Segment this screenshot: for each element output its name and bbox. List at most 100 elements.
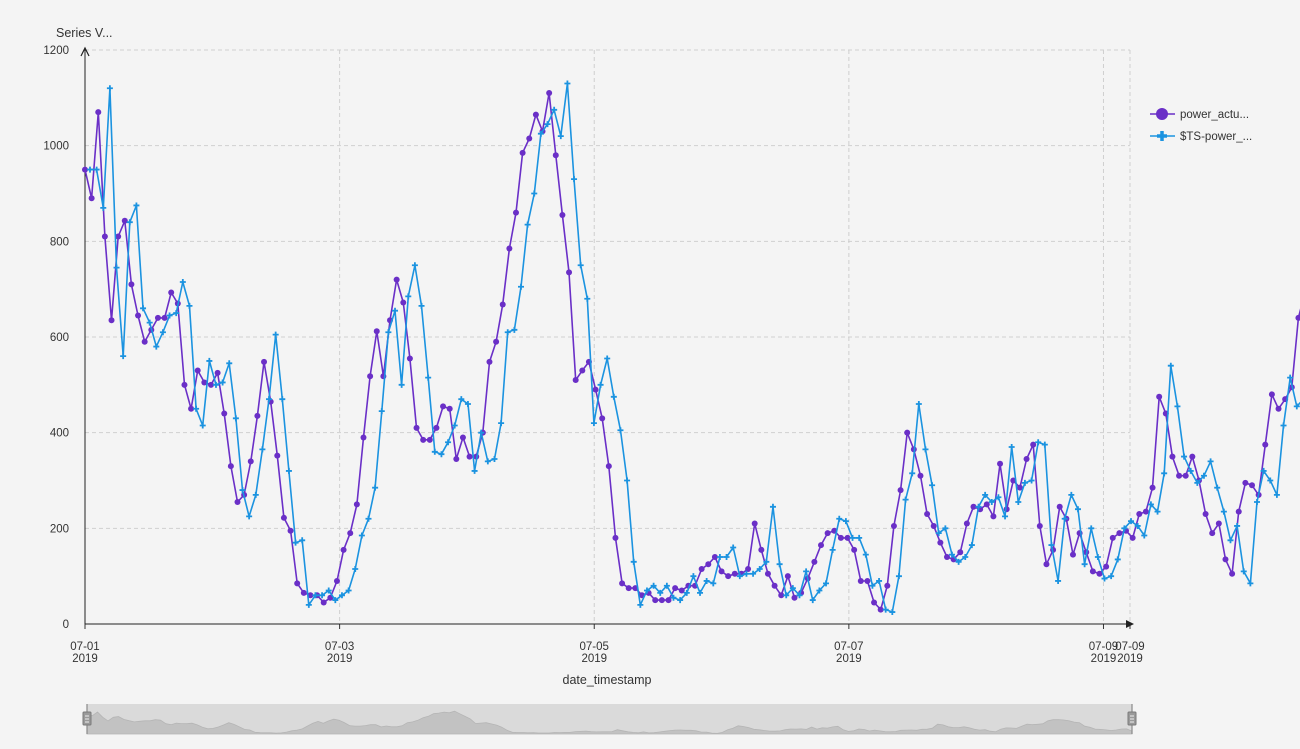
data-point xyxy=(678,587,685,594)
data-point xyxy=(803,568,810,575)
data-point xyxy=(161,314,168,321)
x-tick-label: 07-07 xyxy=(834,641,863,653)
data-point xyxy=(922,446,929,453)
data-point xyxy=(829,546,836,553)
x-tick-sublabel: 2019 xyxy=(1091,653,1117,665)
data-point xyxy=(990,513,997,520)
data-point xyxy=(406,355,413,362)
data-point xyxy=(188,405,195,412)
data-point xyxy=(319,592,326,599)
x-tick-label: 07-05 xyxy=(580,641,609,653)
data-point xyxy=(619,580,626,587)
data-point xyxy=(431,448,438,455)
data-point xyxy=(333,577,340,584)
legend-label: power_actu... xyxy=(1180,109,1249,121)
data-point xyxy=(948,551,955,558)
data-point xyxy=(862,551,869,558)
data-point xyxy=(300,589,307,596)
data-point xyxy=(451,422,458,429)
data-point xyxy=(997,460,1004,467)
data-point xyxy=(1116,530,1123,537)
data-point xyxy=(1287,374,1294,381)
data-point xyxy=(823,580,830,587)
range-slider[interactable] xyxy=(82,704,1137,735)
data-point xyxy=(605,463,612,470)
data-point xyxy=(491,455,498,462)
data-point xyxy=(517,283,524,290)
data-point xyxy=(466,453,473,460)
data-point xyxy=(917,472,924,479)
data-point xyxy=(1129,534,1136,541)
data-point xyxy=(1181,453,1188,460)
y-axis-arrow xyxy=(80,46,90,57)
data-point xyxy=(493,338,500,345)
data-point xyxy=(1280,422,1287,429)
data-point xyxy=(239,487,246,494)
x-tick-label: 07-09 xyxy=(1115,641,1144,653)
data-point xyxy=(232,415,239,422)
data-point xyxy=(504,329,511,336)
data-point xyxy=(1262,441,1269,448)
legend-item-2[interactable]: $TS-power_... xyxy=(1150,131,1252,143)
data-point xyxy=(895,573,902,580)
data-point xyxy=(856,534,863,541)
data-point xyxy=(93,166,100,173)
data-point xyxy=(464,400,471,407)
data-point xyxy=(234,499,241,506)
data-point xyxy=(572,377,579,384)
data-point xyxy=(173,310,180,317)
data-point xyxy=(247,458,254,465)
data-point xyxy=(716,554,723,561)
data-point xyxy=(353,501,360,508)
data-point xyxy=(1068,491,1075,498)
data-point xyxy=(751,520,758,527)
data-point xyxy=(988,499,995,506)
data-point xyxy=(1055,577,1062,584)
data-point xyxy=(446,405,453,412)
data-point xyxy=(982,491,989,498)
data-point xyxy=(212,381,219,388)
data-point xyxy=(82,166,88,173)
grid-layer xyxy=(85,49,1131,624)
x-tick-label: 07-03 xyxy=(325,641,354,653)
data-point xyxy=(372,484,379,491)
data-point xyxy=(1234,522,1241,529)
data-point xyxy=(1220,508,1227,515)
slider-right-handle[interactable] xyxy=(1127,704,1137,734)
data-point xyxy=(352,565,359,572)
data-point xyxy=(159,329,166,336)
data-point xyxy=(930,522,937,529)
data-point xyxy=(1114,556,1121,563)
data-point xyxy=(458,396,465,403)
data-point xyxy=(1149,484,1156,491)
data-point xyxy=(889,609,896,616)
data-point xyxy=(552,152,559,159)
data-point xyxy=(725,573,732,580)
data-point xyxy=(1268,391,1275,398)
data-point xyxy=(1056,503,1063,510)
series-layer xyxy=(82,80,1300,616)
data-point xyxy=(710,580,717,587)
data-point xyxy=(745,565,752,572)
data-point xyxy=(764,570,771,577)
data-point xyxy=(133,202,140,209)
slider-left-handle[interactable] xyxy=(82,704,92,734)
legend-item-1[interactable]: power_actu... xyxy=(1150,108,1249,121)
data-point xyxy=(506,245,513,252)
data-point xyxy=(531,190,538,197)
data-point xyxy=(604,355,611,362)
data-point xyxy=(478,429,485,436)
data-point xyxy=(546,90,553,97)
data-point xyxy=(557,133,564,140)
data-point xyxy=(1128,518,1135,525)
data-point xyxy=(1229,570,1236,577)
data-point xyxy=(498,420,505,427)
data-point xyxy=(360,434,367,441)
data-point xyxy=(1295,314,1300,321)
data-point xyxy=(924,510,931,517)
legend-label: $TS-power_... xyxy=(1180,131,1252,143)
data-point xyxy=(1021,479,1028,486)
data-point xyxy=(108,317,115,324)
data-point xyxy=(1182,472,1189,479)
data-point xyxy=(272,331,279,338)
